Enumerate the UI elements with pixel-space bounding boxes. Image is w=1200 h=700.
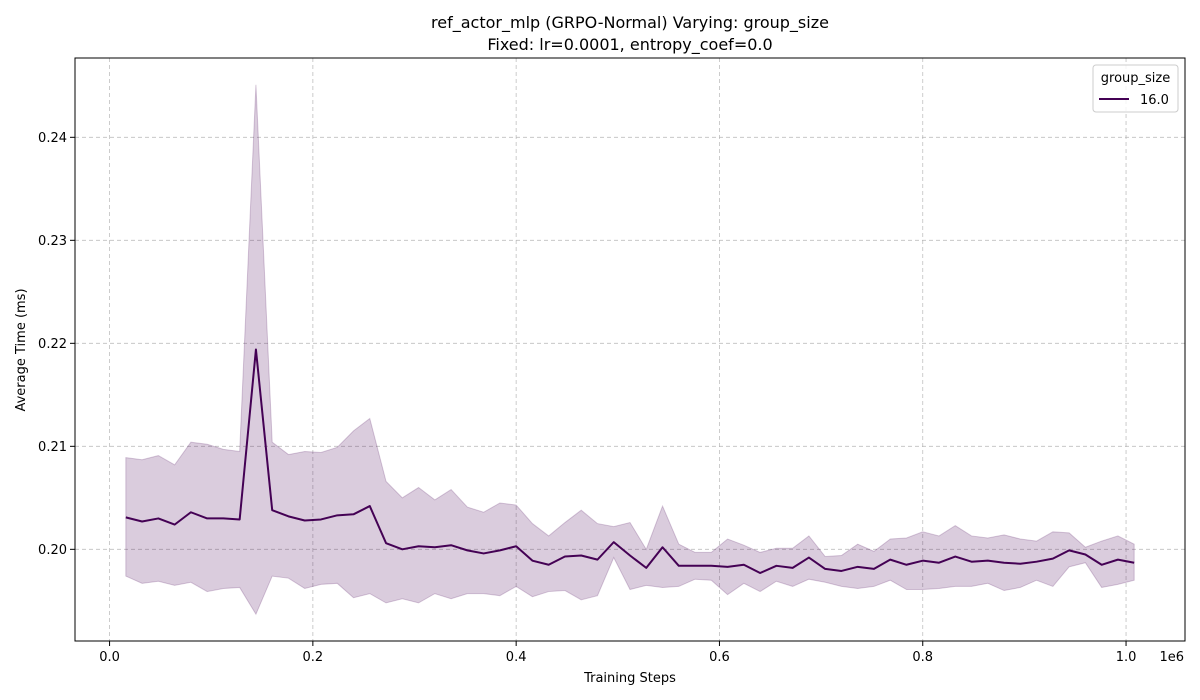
- confidence-band: [125, 84, 1135, 616]
- y-tick-label: 0.20: [38, 543, 67, 558]
- plot-area: [75, 58, 1185, 641]
- x-tick-label: 0.8: [912, 650, 933, 665]
- x-axis-label: Training Steps: [583, 671, 676, 686]
- y-axis-label: Average Time (ms): [14, 288, 29, 411]
- grid-lines: [75, 58, 1185, 641]
- plot-frame: [74, 57, 1186, 642]
- y-axis-ticks: 0.20 0.21 0.22 0.23 0.24: [38, 131, 75, 558]
- legend-entry-16: 16.0: [1140, 93, 1169, 108]
- chart-subtitle: Fixed: lr=0.0001, entropy_coef=0.0: [487, 35, 772, 55]
- x-tick-label: 0.0: [99, 650, 120, 665]
- legend-title: group_size: [1101, 71, 1170, 86]
- x-tick-label: 1.0: [1116, 650, 1137, 665]
- x-axis-offset-label: 1e6: [1159, 650, 1184, 665]
- y-tick-label: 0.21: [38, 440, 67, 455]
- x-axis-ticks: 0.0 0.2 0.4 0.6 0.8 1.0: [99, 641, 1136, 665]
- y-tick-label: 0.22: [38, 337, 67, 352]
- y-tick-label: 0.24: [38, 131, 67, 146]
- legend: group_size 16.0: [1092, 64, 1179, 113]
- x-tick-label: 0.4: [506, 650, 527, 665]
- legend-box: [1092, 64, 1179, 113]
- y-tick-label: 0.23: [38, 234, 67, 249]
- series-line-16: [125, 348, 1135, 575]
- x-tick-label: 0.2: [303, 650, 324, 665]
- x-tick-label: 0.6: [709, 650, 730, 665]
- chart-title: ref_actor_mlp (GRPO-Normal) Varying: gro…: [431, 13, 829, 33]
